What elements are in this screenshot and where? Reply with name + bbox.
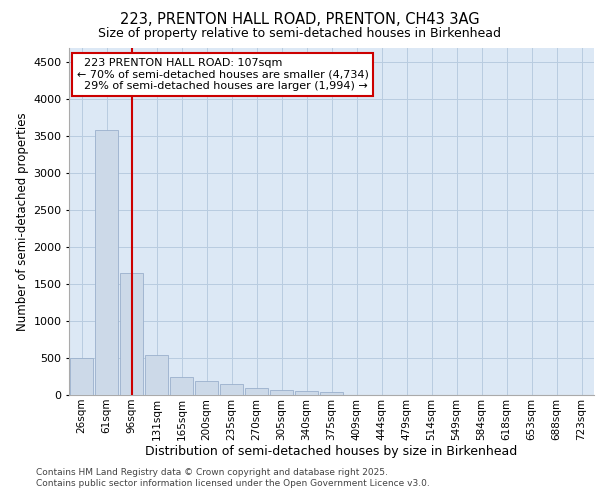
Text: 223 PRENTON HALL ROAD: 107sqm
← 70% of semi-detached houses are smaller (4,734)
: 223 PRENTON HALL ROAD: 107sqm ← 70% of s… [77, 58, 369, 91]
Bar [70, 358, 93, 395]
Bar [170, 378, 193, 395]
Text: Contains HM Land Registry data © Crown copyright and database right 2025.
Contai: Contains HM Land Registry data © Crown c… [36, 468, 430, 487]
Bar [145, 355, 168, 395]
Bar [295, 391, 318, 395]
Bar [95, 130, 118, 395]
Bar [245, 388, 268, 395]
X-axis label: Distribution of semi-detached houses by size in Birkenhead: Distribution of semi-detached houses by … [145, 446, 518, 458]
Bar [120, 273, 143, 395]
Bar [270, 390, 293, 395]
Text: Size of property relative to semi-detached houses in Birkenhead: Size of property relative to semi-detach… [98, 28, 502, 40]
Bar [195, 381, 218, 395]
Text: 223, PRENTON HALL ROAD, PRENTON, CH43 3AG: 223, PRENTON HALL ROAD, PRENTON, CH43 3A… [120, 12, 480, 28]
Bar [320, 392, 343, 395]
Y-axis label: Number of semi-detached properties: Number of semi-detached properties [16, 112, 29, 330]
Bar [220, 384, 243, 395]
